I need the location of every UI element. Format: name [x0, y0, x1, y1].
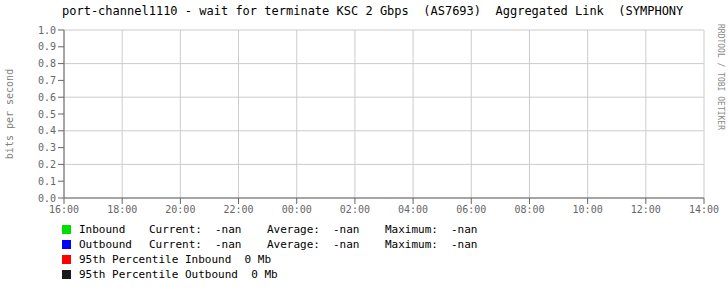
html-text:Average:: Average:: [267, 223, 320, 236]
html-text:Maximum:: Maximum:: [385, 238, 438, 251]
html-text:Current:: Current:: [149, 238, 202, 251]
html-text:Maximum:: Maximum:: [385, 223, 438, 236]
svg-text:0.1: 0.1: [38, 176, 56, 187]
svg-text:14:00: 14:00: [689, 204, 719, 215]
svg-text:04:00: 04:00: [398, 204, 428, 215]
svg-text:0.3: 0.3: [38, 142, 56, 153]
svg-text:18:00: 18:00: [107, 204, 137, 215]
svg-text:bits per second: bits per second: [8, 69, 15, 159]
html-text:port-channel1110 - wait for te: port-channel1110 - wait for terminate KS…: [62, 4, 684, 18]
svg-text:22:00: 22:00: [223, 204, 253, 215]
svg-text:0.5: 0.5: [38, 109, 56, 120]
svg-text:0.2: 0.2: [38, 159, 56, 170]
svg-text:0.6: 0.6: [38, 92, 56, 103]
svg-text:02:00: 02:00: [340, 204, 370, 215]
html-text:95th Percentile Outbound 0 Mb: 95th Percentile Outbound 0 Mb: [79, 268, 278, 281]
svg-text:06:00: 06:00: [456, 204, 486, 215]
svg-text:16:00: 16:00: [49, 204, 79, 215]
html-text:-nan: -nan: [451, 223, 478, 236]
html-text:-nan: -nan: [215, 238, 242, 251]
html-text:Current:: Current:: [149, 223, 202, 236]
svg-text:0.9: 0.9: [38, 41, 56, 52]
html-text:RRDTOOL / TOBI OETIKER: RRDTOOL / TOBI OETIKER: [716, 24, 725, 130]
svg-text:12:00: 12:00: [631, 204, 661, 215]
html-text:Outbound: Outbound: [79, 238, 132, 251]
html-text:-nan: -nan: [333, 238, 360, 251]
html-text:-nan: -nan: [451, 238, 478, 251]
svg-text:1.0: 1.0: [38, 25, 56, 36]
svg-text:10:00: 10:00: [573, 204, 603, 215]
svg-text:20:00: 20:00: [165, 204, 195, 215]
svg-text:0.0: 0.0: [38, 193, 56, 204]
html-text:-nan: -nan: [215, 223, 242, 236]
svg-text:00:00: 00:00: [282, 204, 312, 215]
svg-text:08:00: 08:00: [514, 204, 544, 215]
svg-text:0.4: 0.4: [38, 125, 56, 136]
html-text:95th Percentile Inbound 0 Mb: 95th Percentile Inbound 0 Mb: [79, 253, 272, 266]
svg-text:0.7: 0.7: [38, 75, 56, 86]
html-text:-nan: -nan: [333, 223, 360, 236]
svg-text:0.8: 0.8: [38, 58, 56, 69]
html-text:Inbound: Inbound: [79, 223, 126, 236]
html-text:Average:: Average:: [267, 238, 320, 251]
